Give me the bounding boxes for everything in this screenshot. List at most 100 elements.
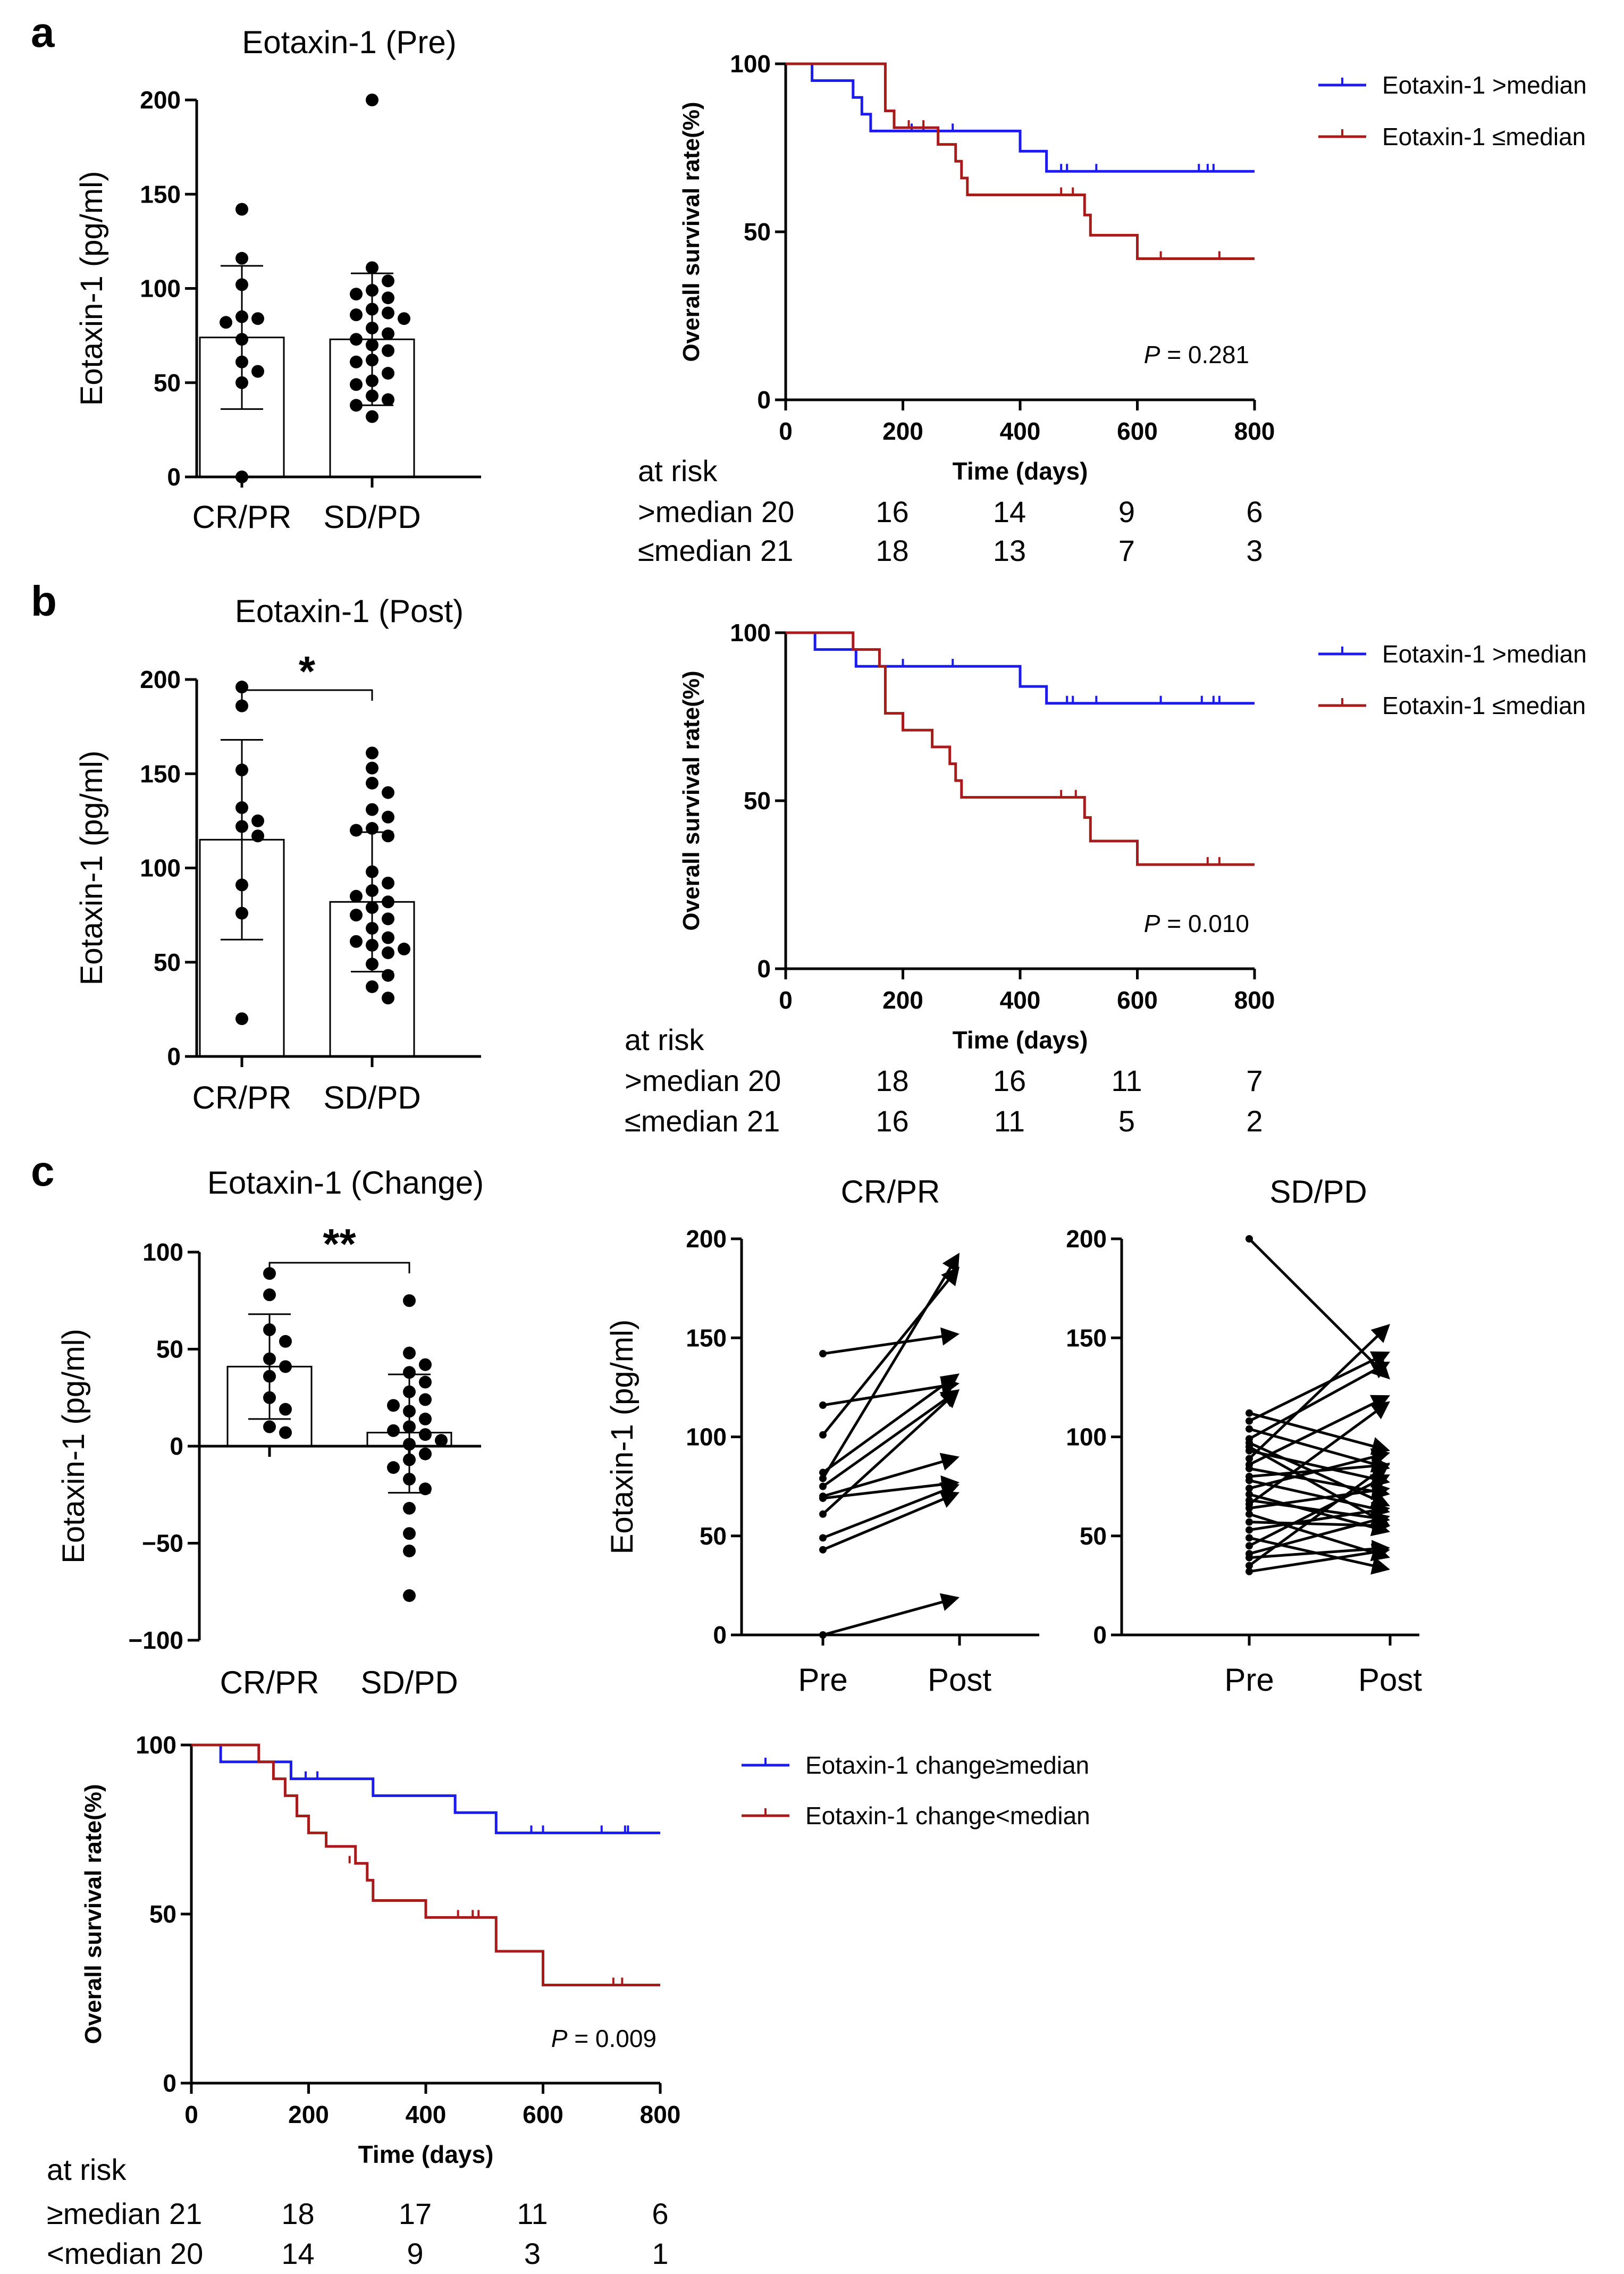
panel-label-c: c xyxy=(31,1147,55,1195)
b_bar-y-tick-label: 200 xyxy=(140,666,181,693)
b_bar-data-point xyxy=(366,776,378,790)
c_bar-data-point xyxy=(263,1323,276,1336)
a_bar-y-tick-label: 100 xyxy=(140,275,181,303)
a_bar-data-point xyxy=(366,303,378,316)
a_bar-data-point xyxy=(350,333,363,346)
c_pair_sdpd-y-tick-label: 0 xyxy=(1093,1621,1107,1649)
c_bar-y-tick-label: −100 xyxy=(128,1626,183,1654)
a_km-y-tick-label: 100 xyxy=(730,50,771,78)
c_bar-data-point xyxy=(403,1385,416,1398)
c_bar-data-point xyxy=(403,1405,416,1418)
c_bar-data-point xyxy=(263,1420,276,1433)
a_bar-data-point xyxy=(398,312,410,325)
c_bar-data-point xyxy=(419,1358,432,1371)
c_pair_sdpd-pair-line xyxy=(1248,1368,1377,1440)
c_pair_crpr-y-tick-label: 50 xyxy=(700,1522,727,1550)
c_pair_crpr-pair-line xyxy=(822,1381,948,1474)
a_km-p-value: P = 0.281 xyxy=(1144,341,1249,368)
b_km-x-tick-label: 400 xyxy=(1000,986,1041,1014)
c_pair_sdpd-post-arrowhead xyxy=(1370,1401,1390,1420)
b_bar-title: Eotaxin-1 (Post) xyxy=(235,593,464,629)
b_km-x-tick-label: 0 xyxy=(779,986,793,1014)
c_bar-data-point xyxy=(403,1420,416,1433)
c_pair_crpr-category-label: Pre xyxy=(798,1662,847,1698)
c_km-survival-curve-1 xyxy=(191,1743,660,1987)
a_km-survival-curve-0 xyxy=(786,62,1255,173)
b_bar-data-point xyxy=(235,801,248,815)
c_pair_sdpd-pair-line xyxy=(1249,1513,1376,1555)
c_pair_sdpd-title: SD/PD xyxy=(1269,1174,1367,1210)
c_km-risk-value: 3 xyxy=(524,2237,541,2270)
a_bar-data-point xyxy=(366,410,378,423)
b_km-risk-value: 7 xyxy=(1246,1064,1263,1097)
b_km-risk-row-label: >median 20 xyxy=(625,1064,781,1097)
c_km-risk-value: 6 xyxy=(652,2197,668,2230)
b_km-x-tick-label: 600 xyxy=(1117,986,1158,1014)
a_bar-data-point xyxy=(366,284,378,297)
b_km-risk-value: 5 xyxy=(1118,1104,1135,1138)
b_km-x-tick-label: 200 xyxy=(882,986,923,1014)
a_bar-data-point xyxy=(382,291,394,305)
b_bar-category-label: SD/PD xyxy=(323,1080,420,1115)
a_km-risk-value: 13 xyxy=(993,534,1026,567)
a_km-risk-value: 6 xyxy=(1246,495,1263,528)
c_pair_crpr-y-tick-label: 150 xyxy=(686,1324,727,1352)
c_bar-data-point xyxy=(403,1473,416,1486)
b_bar-data-point xyxy=(235,763,248,777)
b_km-legend-label: Eotaxin-1 ≤median xyxy=(1382,692,1586,719)
c_km-y-tick-label: 50 xyxy=(149,1900,176,1928)
b_km-y-tick-label: 0 xyxy=(757,955,771,983)
c_pair_sdpd-pair-line xyxy=(1249,1550,1375,1573)
a_bar-title: Eotaxin-1 (Pre) xyxy=(242,24,456,60)
b_bar-data-point xyxy=(235,907,248,920)
c_pair_crpr-pair-line xyxy=(822,1397,947,1488)
c_bar-data-point xyxy=(403,1366,416,1379)
b_km-y-axis-label: Overall survival rate(%) xyxy=(678,670,704,930)
b_bar-data-point xyxy=(382,876,394,890)
b_bar-y-tick-label: 100 xyxy=(140,854,181,882)
c_pair_sdpd-pair-line xyxy=(1249,1428,1375,1466)
a_bar-data-point xyxy=(382,274,394,288)
c_pair_sdpd-pair-line xyxy=(1248,1334,1380,1460)
b_km-p-value: P = 0.010 xyxy=(1144,910,1249,937)
c_km-y-tick-label: 100 xyxy=(136,1731,176,1759)
c_bar-data-point xyxy=(263,1288,276,1302)
b_bar-data-point xyxy=(382,931,394,944)
c_pair_crpr-post-arrowhead xyxy=(942,1253,960,1273)
a_km-x-tick-label: 800 xyxy=(1234,417,1275,445)
c_bar-y-tick-label: 100 xyxy=(142,1238,183,1266)
b_bar-data-point xyxy=(366,921,378,935)
b_bar-y-tick-label: 150 xyxy=(140,760,181,787)
c_pair_sdpd-post-arrowhead xyxy=(1370,1324,1390,1344)
c_km-x-tick-label: 200 xyxy=(288,2101,329,2128)
a_bar-y-tick-label: 200 xyxy=(140,86,181,114)
b_bar-data-point xyxy=(366,938,378,952)
a_km-y-tick-label: 0 xyxy=(757,386,771,414)
b_bar-data-point xyxy=(235,699,248,712)
b_bar-significance-marker: * xyxy=(299,648,316,695)
c_km-p-symbol: P xyxy=(551,2025,568,2052)
a_bar-data-point xyxy=(366,338,378,351)
c_bar-data-point xyxy=(419,1375,432,1389)
c_pair_sdpd-post-arrowhead xyxy=(1370,1462,1390,1481)
c_pair_sdpd-pair-line xyxy=(1249,1547,1375,1559)
a_bar-data-point xyxy=(251,365,264,378)
c_pair_crpr-pair-line xyxy=(821,1265,953,1480)
c_pair_sdpd-pair-line xyxy=(1248,1471,1378,1567)
c_bar-category-label: SD/PD xyxy=(360,1665,458,1700)
a_km-risk-value: 9 xyxy=(1118,495,1135,528)
b_bar-data-point xyxy=(366,803,378,816)
b_bar-data-point xyxy=(366,822,378,835)
c_pair_crpr-post-arrowhead xyxy=(939,1491,960,1508)
c_bar-data-point xyxy=(419,1428,432,1441)
c_pair_crpr-pair-line xyxy=(822,1384,944,1407)
c_km-x-tick-label: 400 xyxy=(406,2101,447,2128)
b_bar-data-point xyxy=(382,946,394,960)
b_bar-data-point xyxy=(398,942,410,955)
c_pair_sdpd-pair-line xyxy=(1248,1238,1380,1370)
c_km-legend-label: Eotaxin-1 change≥median xyxy=(805,1751,1089,1779)
a_km-risk-value: 18 xyxy=(876,534,908,567)
panel-label-b: b xyxy=(31,577,57,625)
b_km-survival-curve-0 xyxy=(786,631,1255,705)
c_pair_crpr-post-arrowhead xyxy=(940,1389,960,1408)
